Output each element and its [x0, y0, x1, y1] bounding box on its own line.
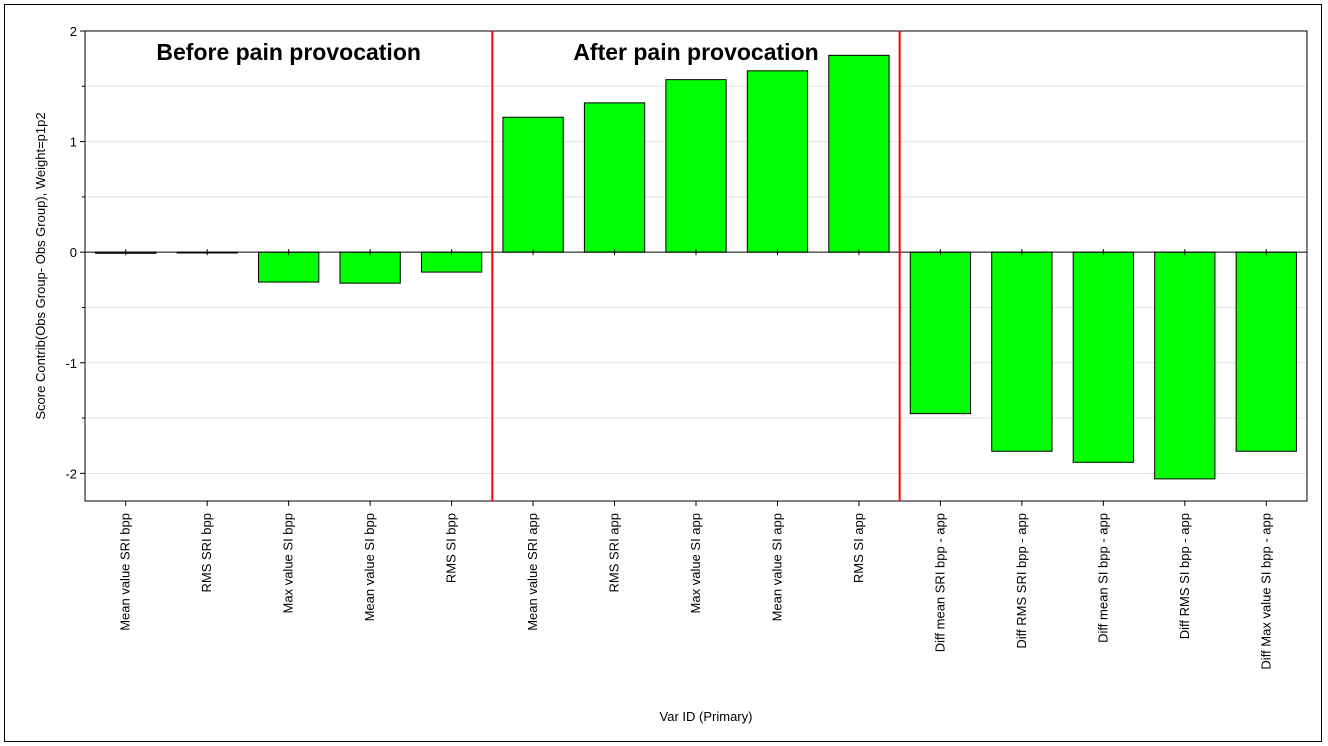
category-label: RMS SRI app — [607, 513, 622, 592]
bar — [746, 70, 809, 253]
bar — [258, 251, 320, 283]
group-separators — [491, 31, 901, 501]
category-label: Diff RMS SI bpp - app — [1177, 513, 1192, 639]
bars — [95, 54, 1297, 480]
y-tick-label: -1 — [65, 356, 77, 371]
bar — [339, 251, 401, 284]
y-tick-label: 2 — [70, 24, 77, 39]
chart-frame: -2 -1 0 1 2 Mean value SRI bpp RMS SRI bpp Max … — [4, 4, 1322, 742]
category-label: RMS SRI bpp — [199, 513, 214, 592]
bar — [991, 251, 1053, 452]
bar — [828, 54, 890, 253]
group-annotation: Before pain provocation — [156, 39, 421, 65]
bar — [502, 116, 564, 253]
category-label: Mean value SRI app — [525, 513, 540, 631]
bar-chart: -2 -1 0 1 2 Mean value SRI bpp RMS SRI bpp Max … — [33, 24, 1308, 724]
bar — [1154, 251, 1216, 480]
category-label: Mean value SI bpp — [362, 513, 377, 621]
category-label: Max value SI app — [688, 513, 703, 613]
bar — [1072, 251, 1134, 463]
category-label: Max value SI bpp — [281, 513, 296, 613]
category-label: RMS SI bpp — [444, 513, 459, 583]
bar — [1235, 251, 1297, 452]
axes — [80, 30, 1308, 506]
bar — [909, 251, 972, 415]
category-label: Diff mean SRI bpp - app — [932, 513, 947, 652]
category-label: Mean value SI app — [769, 513, 784, 621]
x-axis-title: Var ID (Primary) — [660, 709, 753, 724]
bar — [665, 79, 727, 253]
y-tick-label: 1 — [70, 135, 77, 150]
group-annotation: After pain provocation — [573, 39, 818, 65]
category-label: RMS SI app — [851, 513, 866, 583]
chart-text: -2 -1 0 1 2 Mean value SRI bpp RMS SRI bpp Max … — [33, 24, 1273, 724]
category-label: Diff RMS SRI bpp - app — [1014, 513, 1029, 649]
y-tick-label: 0 — [70, 245, 77, 260]
category-label: Diff mean SI bpp - app — [1095, 513, 1110, 643]
category-label: Diff Max value SI bpp - app — [1258, 513, 1273, 670]
bar — [583, 102, 646, 253]
y-axis-title: Score Contrib(Obs Group- Obs Group), Wei… — [33, 112, 48, 419]
category-label: Mean value SRI bpp — [118, 513, 133, 631]
y-tick-label: -2 — [65, 466, 77, 481]
